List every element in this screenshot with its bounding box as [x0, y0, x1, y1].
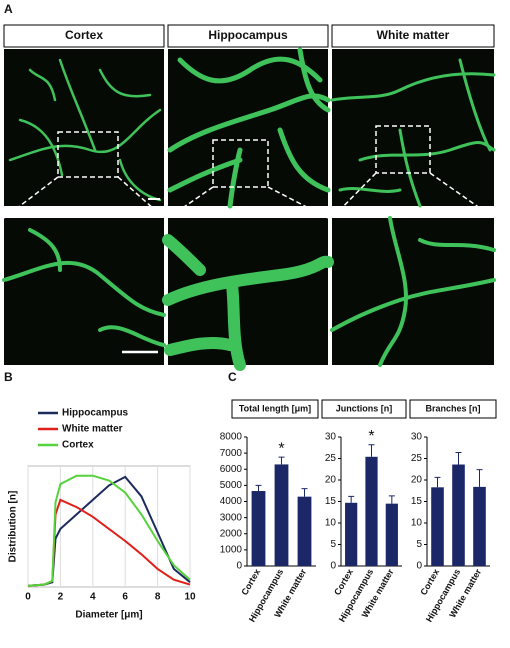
- error-bar: [388, 495, 395, 504]
- y-tick-label: 5: [330, 539, 336, 550]
- y-tick-label: 2000: [220, 528, 243, 539]
- error-bar: [301, 488, 308, 497]
- panel-label: B: [4, 370, 13, 384]
- bar: [452, 464, 465, 566]
- y-tick-label: 15: [411, 496, 423, 507]
- error-bar: [255, 484, 262, 492]
- legend-label: Cortex: [62, 440, 94, 451]
- bar: [385, 503, 398, 566]
- y-tick-label: 5: [416, 539, 422, 550]
- error-bar: [476, 469, 483, 487]
- vessels: [2, 47, 496, 371]
- error-bar: [455, 451, 462, 465]
- y-tick-label: 30: [411, 432, 423, 443]
- y-tick-label: 25: [325, 453, 337, 464]
- y-tick-label: 0: [236, 561, 242, 572]
- microscopy-panel: [2, 47, 496, 371]
- panel-label: A: [4, 2, 13, 16]
- image: [4, 218, 164, 365]
- bar: [473, 486, 486, 566]
- y-tick-label: 3000: [220, 512, 243, 523]
- x-tick-label: 8: [155, 592, 161, 603]
- y-tick-label: 20: [325, 475, 337, 486]
- y-axis-label: Distribution [n]: [8, 491, 19, 563]
- x-tick-label: 6: [122, 592, 128, 603]
- bar: [431, 487, 444, 566]
- annotation: *: [278, 440, 284, 457]
- legend-label: White matter: [62, 424, 123, 435]
- panel-label: C: [228, 370, 237, 384]
- y-tick-label: 0: [330, 561, 336, 572]
- error-bar: [278, 456, 285, 465]
- y-tick-label: 20: [411, 475, 423, 486]
- y-tick-label: 25: [411, 453, 423, 464]
- bar: [297, 496, 312, 566]
- x-tick-label: Cortex: [239, 567, 262, 597]
- y-tick-label: 15: [325, 496, 337, 507]
- chart-title: Branches [n]: [425, 403, 480, 413]
- bar: [365, 456, 378, 566]
- bar: [251, 491, 266, 566]
- image-header: Cortex: [65, 28, 103, 42]
- error-bar: [368, 444, 375, 457]
- title-box: [321, 399, 407, 419]
- y-tick-label: 0: [416, 561, 422, 572]
- y-tick-label: 10: [411, 518, 423, 529]
- header-box: [3, 24, 165, 48]
- error-bar: [434, 476, 441, 488]
- header-box: [331, 24, 495, 48]
- image-header: Hippocampus: [208, 28, 288, 42]
- y-tick-label: 30: [325, 432, 337, 443]
- zoom-box: [3, 125, 495, 219]
- x-tick-label: Cortex: [418, 567, 441, 597]
- chart-title: Total length [μm]: [239, 403, 311, 413]
- title-box: [231, 399, 319, 419]
- image-header: White matter: [377, 28, 450, 42]
- image: [4, 49, 164, 206]
- y-tick-label: 10: [325, 518, 337, 529]
- header-box: [167, 24, 329, 48]
- series-line: [27, 475, 191, 587]
- annotation: *: [368, 428, 374, 445]
- bar: [274, 464, 289, 566]
- error-bar: [348, 495, 355, 503]
- legend-label: Hippocampus: [62, 408, 129, 419]
- x-tick-label: 0: [25, 592, 31, 603]
- y-tick-label: 8000: [220, 432, 243, 443]
- bar: [345, 502, 358, 566]
- image: [332, 218, 494, 365]
- x-tick-label: 2: [58, 592, 64, 603]
- series-line: [27, 474, 191, 587]
- y-tick-label: 1000: [220, 545, 243, 556]
- x-tick-label: 4: [90, 592, 96, 603]
- title-box: [409, 399, 497, 419]
- y-tick-label: 7000: [220, 448, 243, 459]
- x-axis-label: Diameter [μm]: [75, 610, 142, 621]
- y-tick-label: 5000: [220, 480, 243, 491]
- chart-title: Junctions [n]: [336, 403, 393, 413]
- y-tick-label: 6000: [220, 464, 243, 475]
- x-tick-label: 10: [184, 592, 196, 603]
- y-tick-label: 4000: [220, 496, 243, 507]
